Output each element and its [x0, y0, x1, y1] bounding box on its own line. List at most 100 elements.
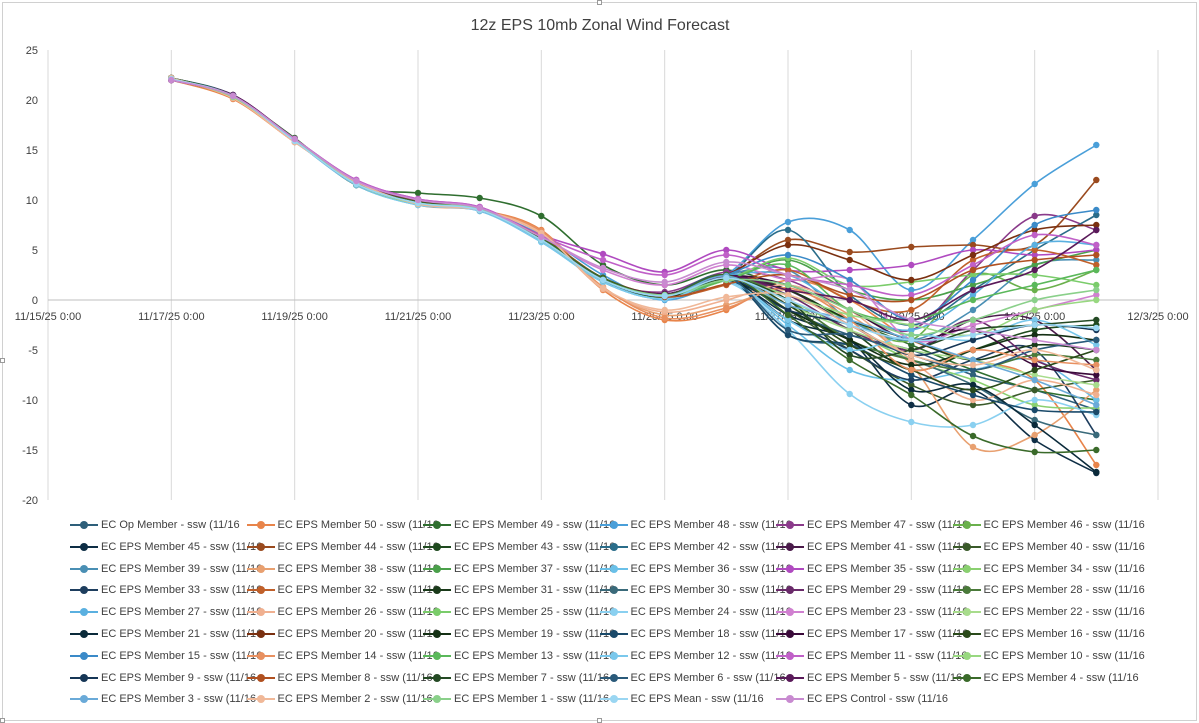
series-52-point-10 [784, 271, 792, 279]
legend-swatch [70, 693, 98, 705]
series-42-point-13 [969, 336, 977, 344]
legend-label: EC EPS Member 41 - ssw (11/16 [807, 540, 969, 553]
x-tick-label: 11/21/25 0:00 [385, 311, 451, 323]
series-29-point-11 [846, 326, 853, 334]
series-line-14 [171, 78, 1097, 301]
series-38-point-14 [1031, 281, 1038, 289]
legend-swatch [246, 693, 275, 705]
legend-label: EC EPS Member 40 - ssw (11/16 [983, 540, 1145, 553]
series-52-point-8 [661, 278, 668, 286]
series-line-17 [171, 78, 1097, 409]
series-44-point-12 [908, 346, 915, 354]
series-32-point-14 [1031, 331, 1038, 339]
series-17-point-13 [969, 376, 977, 384]
legend-swatch [599, 650, 628, 662]
series-32-point-11 [846, 336, 853, 344]
legend-label: EC EPS Member 26 - ssw (11/16 [277, 606, 439, 619]
legend-entry: EC EPS Member 45 - ssw (11/16 [70, 538, 262, 556]
series-3-point-10 [784, 218, 792, 226]
series-33-point-15 [1093, 408, 1100, 416]
series-47-point-13 [969, 432, 977, 440]
series-40-point-13 [969, 261, 977, 269]
series-31-point-15 [1093, 221, 1100, 229]
legend-swatch [423, 519, 451, 531]
legend-entry: EC EPS Member 26 - ssw (11/16 [246, 603, 439, 621]
series-52-point-2 [291, 135, 298, 143]
series-16-point-13 [969, 246, 977, 254]
legend-swatch [599, 693, 628, 705]
series-51-point-15 [1093, 324, 1100, 332]
legend-entry: EC EPS Member 36 - ssw (11/16 [599, 560, 792, 578]
legend-entry: EC EPS Member 14 - ssw (11/16 [246, 647, 439, 665]
resize-handle-left[interactable] [0, 358, 5, 363]
series-40-point-15 [1093, 241, 1100, 249]
series-line-5 [171, 78, 1097, 343]
series-26-point-15 [1093, 281, 1100, 289]
series-33-point-14 [1031, 406, 1038, 414]
series-2-point-5 [476, 194, 483, 202]
series-7-point-12 [908, 243, 915, 251]
series-15-point-15 [1093, 396, 1100, 404]
legend-label: EC EPS Member 6 - ssw (11/16 [630, 671, 786, 684]
legend-swatch [776, 628, 804, 640]
y-tick-label: 20 [26, 95, 38, 107]
series-5-point-14 [1031, 286, 1038, 294]
series-47-point-15 [1093, 446, 1100, 454]
y-tick-label: 5 [32, 245, 38, 257]
legend-entry: EC EPS Member 17 - ssw (11/16 [776, 625, 968, 643]
legend-label: EC EPS Member 16 - ssw (11/16 [983, 628, 1145, 640]
series-21-point-14 [1031, 416, 1038, 424]
legend-swatch [246, 606, 275, 618]
legend-label: EC EPS Member 30 - ssw (11/16 [630, 584, 792, 597]
legend-swatch [952, 628, 981, 640]
legend-swatch [423, 563, 451, 575]
series-49-point-12 [908, 351, 915, 359]
series-22-point-15 [1093, 376, 1100, 384]
legend-swatch [423, 650, 451, 662]
series-19-point-15 [1093, 261, 1100, 269]
legend-label: EC EPS Member 47 - ssw (11/16 [807, 519, 969, 531]
legend-swatch [599, 541, 628, 553]
series-16-point-11 [846, 266, 853, 274]
series-43-point-15 [1093, 251, 1100, 259]
series-3-point-13 [969, 236, 977, 244]
legend-label: EC EPS Mean - ssw (11/16 [630, 693, 764, 706]
series-29-point-14 [1031, 371, 1038, 379]
series-52-point-0 [168, 76, 175, 84]
legend-entry: EC EPS Member 23 - ssw (11/16 [776, 603, 968, 621]
series-23-point-15 [1093, 356, 1100, 364]
series-line-16 [171, 79, 1097, 273]
legend-label: EC EPS Member 50 - ssw (11/16 [277, 519, 439, 531]
series-37-point-8 [661, 314, 668, 322]
series-48-point-10 [784, 301, 792, 309]
series-12-point-15 [1093, 256, 1100, 264]
series-24-point-14 [1031, 241, 1038, 249]
series-3-point-14 [1031, 180, 1038, 188]
series-3-point-12 [908, 286, 915, 294]
series-line-50 [171, 78, 1097, 336]
legend-swatch [952, 584, 981, 596]
series-0 [168, 74, 1100, 414]
series-48-point-13 [969, 356, 977, 364]
series-52-point-9 [723, 258, 730, 266]
series-11-point-14 [1031, 386, 1038, 394]
series-44-point-15 [1093, 316, 1100, 324]
resize-handle-top[interactable] [597, 0, 602, 5]
series-43-point-11 [846, 291, 853, 299]
series-26-point-14 [1031, 271, 1038, 279]
series-51-point-8 [661, 292, 668, 300]
legend-label: EC EPS Member 10 - ssw (11/16 [983, 649, 1145, 662]
legend-label: EC EPS Member 49 - ssw (11/16 [454, 519, 616, 531]
series-11-point-13 [969, 401, 977, 409]
series-29 [168, 75, 1100, 389]
legend-entry: EC EPS Member 7 - ssw (11/16 [423, 669, 609, 687]
series-31-point-12 [908, 276, 915, 284]
series-16-point-12 [908, 261, 915, 269]
series-33-point-10 [784, 331, 792, 339]
legend-label: EC EPS Member 46 - ssw (11/16 [983, 519, 1145, 531]
series-46-point-15 [1093, 226, 1100, 234]
x-tick-label: 11/15/25 0:00 [15, 311, 81, 323]
legend-entry: EC EPS Member 15 - ssw (11/16 [70, 647, 262, 665]
series-line-43 [171, 78, 1097, 303]
legend-swatch [246, 628, 275, 640]
